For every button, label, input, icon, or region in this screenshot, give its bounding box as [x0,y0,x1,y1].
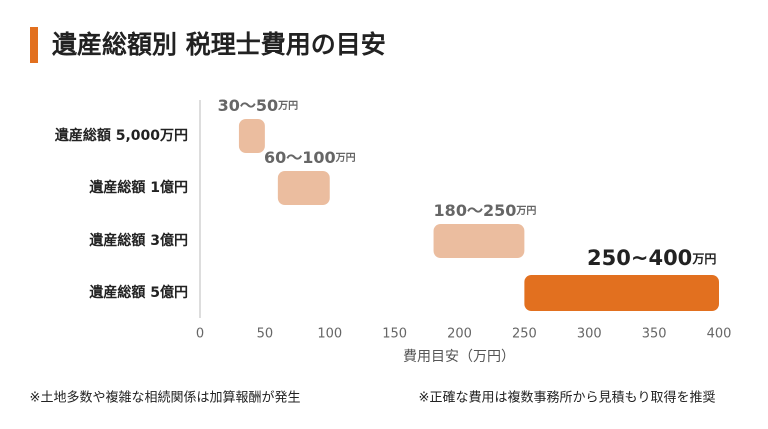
y-tick-label: 遺産総額 3億円 [89,232,188,249]
x-tick-label: 250 [512,327,537,342]
bar [524,275,719,311]
y-tick-label: 遺産総額 5億円 [89,284,188,301]
value-label-number: 250~400 [587,246,692,270]
bar [238,119,265,153]
x-tick-label: 50 [257,327,274,342]
bar [433,224,525,258]
x-tick-label: 100 [317,327,342,342]
value-label-unit: 万円 [691,252,716,266]
value-label: 180〜250万円 [434,201,537,220]
value-label-number: 60〜100 [264,148,336,167]
value-label: 60〜100万円 [264,148,356,167]
value-label: 30〜50万円 [218,96,299,115]
y-tick-label: 遺産総額 5,000万円 [55,127,188,144]
value-label-number: 180〜250 [434,201,517,220]
x-tick-label: 300 [577,327,602,342]
value-label-number: 30〜50 [218,96,279,115]
title-accent [30,27,38,63]
footnote: ※土地多数や複雑な相続関係は加算報酬が発生 [30,390,301,406]
y-tick-label: 遺産総額 1億円 [89,179,188,196]
value-label-unit: 万円 [335,152,356,164]
x-tick-label: 150 [382,327,407,342]
value-label-unit: 万円 [277,100,298,112]
x-tick-label: 200 [447,327,472,342]
bar [277,171,330,205]
x-tick-label: 350 [642,327,667,342]
chart-title: 遺産総額別 税理士費用の目安 [52,30,386,59]
x-axis-label: 費用目安（万円） [403,349,515,365]
value-label: 250~400万円 [587,246,716,270]
x-tick-label: 0 [196,327,204,342]
x-tick-label: 400 [707,327,732,342]
value-label-unit: 万円 [515,205,536,217]
footnote: ※正確な費用は複数事務所から見積もり取得を推奨 [419,390,716,406]
